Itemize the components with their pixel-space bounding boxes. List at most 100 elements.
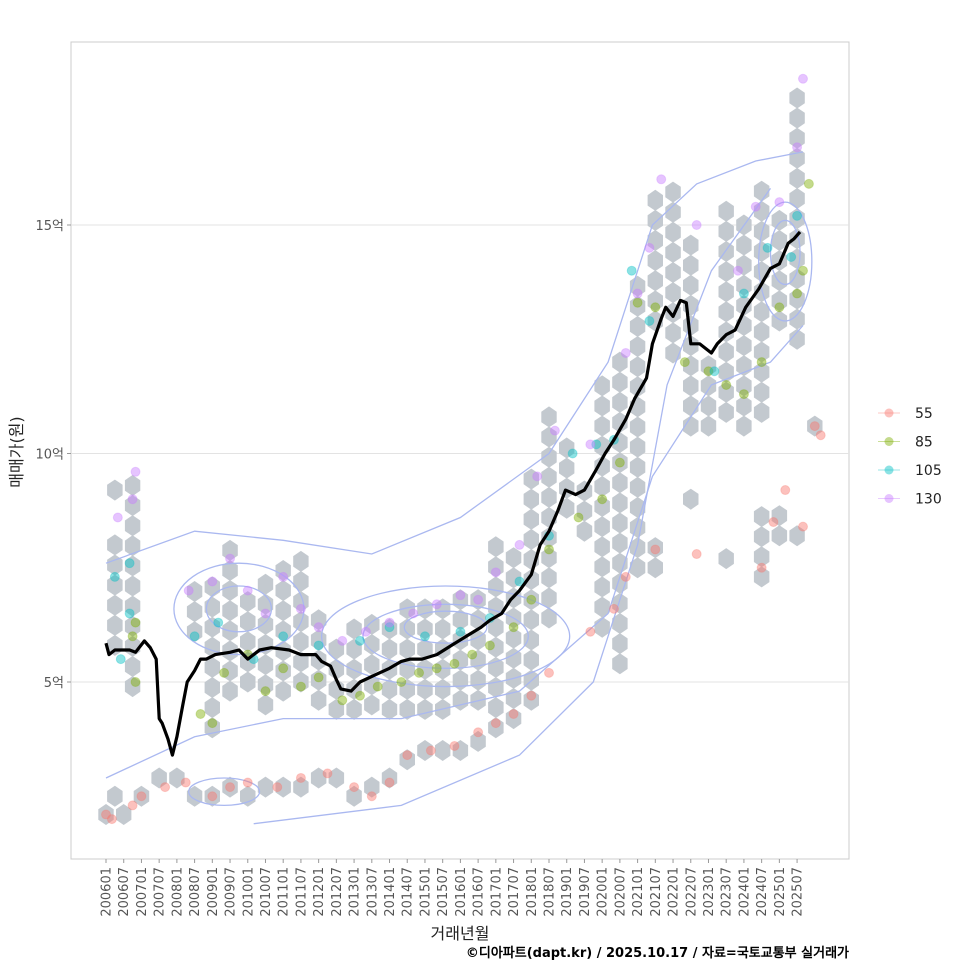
hexbin [275,600,291,622]
x-axis-title: 거래년월 [431,924,490,943]
hexbin [736,375,752,397]
point-105 [567,448,578,459]
point-130 [337,635,348,646]
hexbin [435,658,451,680]
hexbin [612,633,628,655]
hexbin [700,415,717,437]
hexbin [753,566,770,588]
hexbin [346,698,362,720]
point-130 [455,590,466,601]
contour-line [253,188,772,825]
hexbin [523,629,539,651]
hexbin [186,601,203,623]
hexbin [665,221,681,243]
hexbin [452,649,469,671]
point-85 [679,357,690,368]
hexbin [629,496,646,518]
hexbin [683,355,699,377]
hexbin [364,654,380,676]
hexbin [222,580,238,602]
hexbin [789,167,805,189]
hexbin [629,316,646,337]
x-axis: 200601 200607 200701 200707 200801 200807 2009… [100,859,806,917]
hexbin [612,532,628,554]
legend-key-point [884,465,894,475]
x-tick-label: 201907 [578,867,593,917]
hexbin [364,776,380,798]
point-130 [384,617,395,628]
hexbin [293,591,309,613]
hexbin [488,717,504,739]
point-85 [372,681,383,692]
hexbin [683,488,699,510]
point-130 [112,512,123,523]
point-85 [774,302,785,313]
point-85 [792,288,803,299]
hexbin [753,506,770,528]
hexbin [789,127,805,149]
hexbin [293,631,309,653]
hexbin [612,492,628,514]
point-55 [473,727,484,738]
x-tick-label: 202507 [791,867,806,917]
point-85 [614,457,625,468]
point-85 [797,265,808,276]
hexbin [505,627,522,649]
hexbin [124,656,141,677]
hexbin [204,616,220,638]
hexbin [399,638,415,660]
point-105 [455,626,466,637]
legend: 55 85 105 130 [878,406,942,508]
point-130 [313,622,324,633]
hexbin [629,336,646,358]
hexbin [594,415,610,437]
point-130 [774,197,785,208]
point-55 [815,430,826,441]
point-85 [127,631,138,642]
hexbin [124,676,141,698]
hexbin [736,335,752,357]
hexbin [771,209,788,231]
hexbin [488,656,504,678]
hexbin [452,609,469,631]
hexbin [523,468,539,490]
point-105 [189,631,200,642]
hexbin [470,730,486,752]
x-tick-label: 202107 [649,867,664,917]
hexbin [629,356,646,378]
hexbin [629,456,646,478]
y-axis-title: 매매가(원) [7,416,26,487]
legend-label: 105 [915,463,942,479]
hexbin [629,295,646,317]
point-130 [295,603,306,614]
hexbin [240,631,256,653]
hexbin [594,596,610,618]
hexbin [399,598,415,620]
hexbin [435,678,451,700]
hexbin [718,261,734,283]
point-105 [514,576,525,587]
hexbin [629,537,646,559]
hexbin [399,618,415,640]
hexbin [647,270,663,292]
point-55 [402,750,413,761]
point-130 [733,265,744,276]
hexbin [700,395,717,417]
hexbin [541,486,557,508]
x-tick-label: 201407 [401,867,416,917]
point-55 [585,626,596,637]
point-130 [514,539,525,550]
hexbin [559,497,575,519]
point-105 [738,288,749,299]
hexbin [452,740,469,761]
hexbin [665,181,681,203]
hexbin [736,254,752,276]
point-85 [414,667,425,678]
point-130 [644,242,655,253]
point-55 [225,782,236,793]
hexbin [488,556,504,578]
point-130 [656,174,667,185]
y-axis: 5억 10억 15억 [35,219,71,691]
hexbin [718,281,734,303]
hexbin [541,446,557,468]
